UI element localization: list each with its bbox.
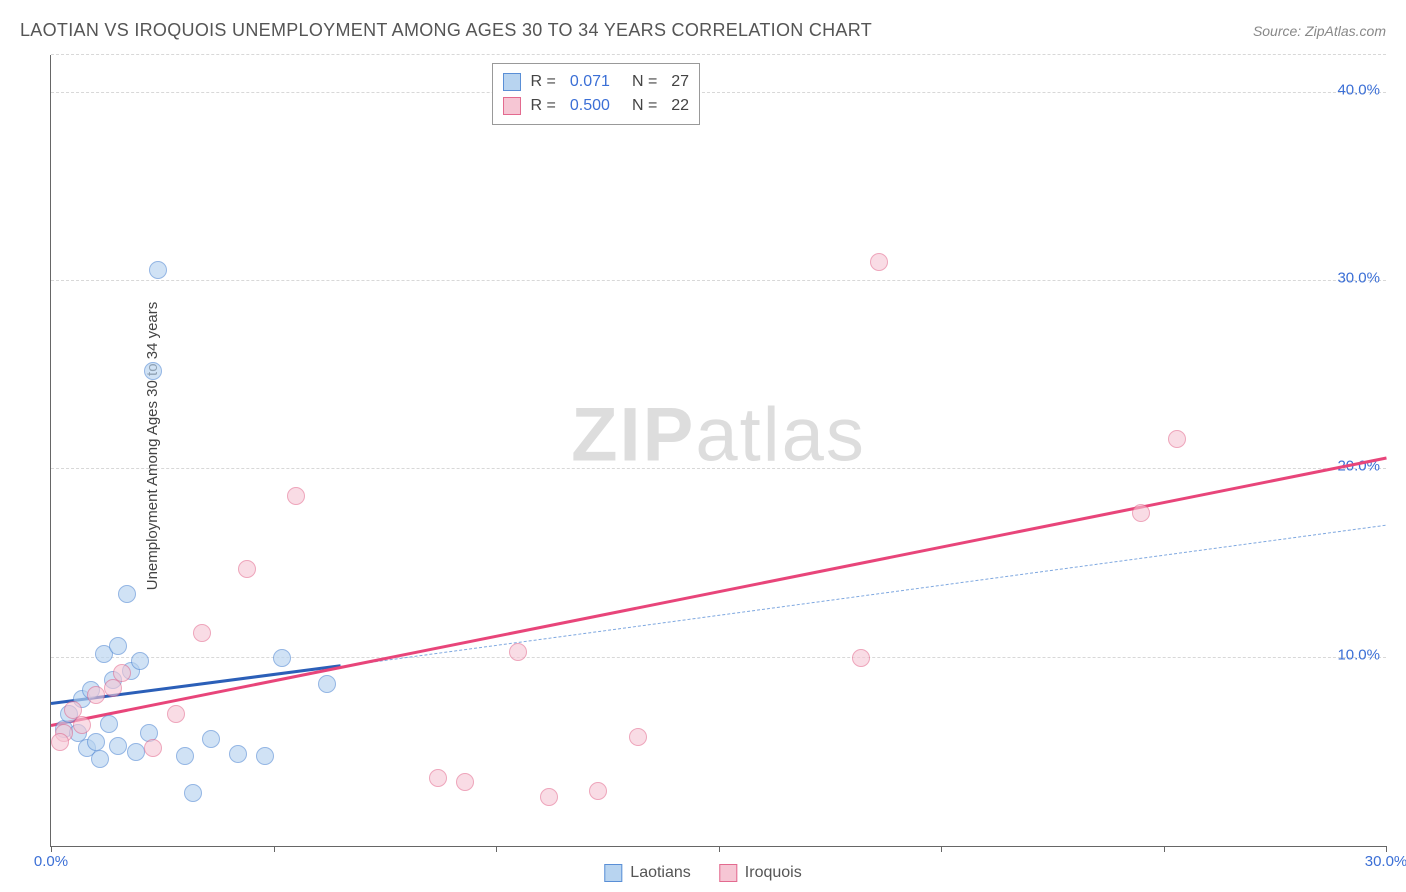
data-point: [1168, 430, 1186, 448]
watermark-atlas: atlas: [695, 392, 866, 477]
data-point: [629, 728, 647, 746]
gridline-horizontal: [51, 468, 1386, 469]
chart-title: LAOTIAN VS IROQUOIS UNEMPLOYMENT AMONG A…: [20, 20, 872, 41]
legend-item-iroquois: Iroquois: [719, 864, 802, 882]
x-tick-mark: [1164, 846, 1165, 852]
data-point: [193, 624, 211, 642]
data-point: [273, 649, 291, 667]
data-point: [127, 743, 145, 761]
data-point: [87, 686, 105, 704]
data-point: [118, 585, 136, 603]
legend-item-laotians: Laotians: [604, 864, 691, 882]
data-point: [870, 253, 888, 271]
data-point: [318, 675, 336, 693]
data-point: [91, 750, 109, 768]
x-tick-mark: [51, 846, 52, 852]
gridline-horizontal: [51, 92, 1386, 93]
data-point: [287, 487, 305, 505]
r-label: R =: [531, 70, 556, 94]
x-tick-mark: [941, 846, 942, 852]
r-value: 0.500: [570, 94, 610, 118]
x-tick-label: 30.0%: [1365, 853, 1406, 870]
title-bar: LAOTIAN VS IROQUOIS UNEMPLOYMENT AMONG A…: [20, 20, 1386, 41]
series-legend: Laotians Iroquois: [604, 864, 801, 882]
data-point: [229, 745, 247, 763]
n-label: N =: [632, 94, 657, 118]
legend-label-iroquois: Iroquois: [745, 864, 802, 882]
y-tick-label: 40.0%: [1337, 81, 1380, 98]
gridline-horizontal: [51, 54, 1386, 55]
correlation-legend-row: R = 0.071 N = 27: [503, 70, 690, 94]
data-point: [144, 739, 162, 757]
x-tick-label: 0.0%: [34, 853, 68, 870]
data-point: [202, 730, 220, 748]
data-point: [852, 649, 870, 667]
r-value: 0.071: [570, 70, 610, 94]
trend-line: [51, 457, 1387, 727]
y-tick-label: 10.0%: [1337, 646, 1380, 663]
x-tick-mark: [496, 846, 497, 852]
gridline-horizontal: [51, 657, 1386, 658]
data-point: [589, 782, 607, 800]
data-point: [456, 773, 474, 791]
data-point: [167, 705, 185, 723]
data-point: [256, 747, 274, 765]
data-point: [540, 788, 558, 806]
data-point: [100, 715, 118, 733]
r-label: R =: [531, 94, 556, 118]
correlation-legend-row: R = 0.500 N = 22: [503, 94, 690, 118]
correlation-swatch: [503, 97, 521, 115]
data-point: [109, 637, 127, 655]
x-tick-mark: [1386, 846, 1387, 852]
data-point: [51, 733, 69, 751]
data-point: [149, 261, 167, 279]
scatter-plot-area: ZIPatlas 10.0%20.0%30.0%40.0%0.0%30.0%R …: [50, 55, 1386, 847]
data-point: [184, 784, 202, 802]
y-tick-label: 30.0%: [1337, 270, 1380, 287]
data-point: [176, 747, 194, 765]
n-label: N =: [632, 70, 657, 94]
data-point: [131, 652, 149, 670]
data-point: [238, 560, 256, 578]
data-point: [144, 362, 162, 380]
data-point: [109, 737, 127, 755]
trend-line: [340, 525, 1386, 667]
data-point: [509, 643, 527, 661]
n-value: 22: [671, 94, 689, 118]
x-tick-mark: [719, 846, 720, 852]
legend-swatch-iroquois: [719, 864, 737, 882]
data-point: [113, 664, 131, 682]
correlation-legend: R = 0.071 N = 27 R = 0.500 N = 22: [492, 63, 701, 125]
data-point: [87, 733, 105, 751]
legend-swatch-laotians: [604, 864, 622, 882]
x-tick-mark: [274, 846, 275, 852]
data-point: [73, 716, 91, 734]
data-point: [1132, 504, 1150, 522]
watermark-zip: ZIP: [571, 392, 695, 477]
gridline-horizontal: [51, 280, 1386, 281]
source-label: Source: ZipAtlas.com: [1253, 23, 1386, 39]
n-value: 27: [671, 70, 689, 94]
correlation-swatch: [503, 73, 521, 91]
watermark-text: ZIPatlas: [571, 391, 866, 478]
data-point: [429, 769, 447, 787]
legend-label-laotians: Laotians: [630, 864, 691, 882]
